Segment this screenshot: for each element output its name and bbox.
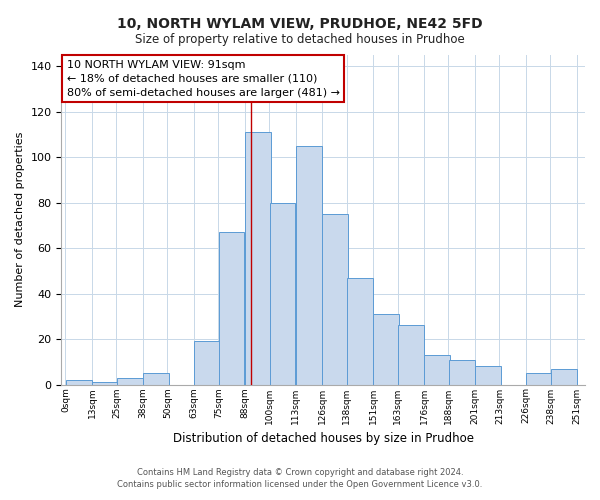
X-axis label: Distribution of detached houses by size in Prudhoe: Distribution of detached houses by size … [173, 432, 474, 445]
Bar [347, 278, 373, 384]
Bar [269, 202, 295, 384]
Bar [245, 132, 271, 384]
Bar [475, 366, 501, 384]
Text: Contains HM Land Registry data © Crown copyright and database right 2024.
Contai: Contains HM Land Registry data © Crown c… [118, 468, 482, 489]
Bar [218, 232, 244, 384]
Bar [296, 146, 322, 384]
Bar [551, 368, 577, 384]
Text: 10 NORTH WYLAM VIEW: 91sqm
← 18% of detached houses are smaller (110)
80% of sem: 10 NORTH WYLAM VIEW: 91sqm ← 18% of deta… [67, 60, 340, 98]
Bar [424, 355, 450, 384]
Bar [398, 326, 424, 384]
Bar [117, 378, 143, 384]
Bar [194, 342, 220, 384]
Bar [322, 214, 349, 384]
Bar [66, 380, 92, 384]
Bar [143, 373, 169, 384]
Text: Size of property relative to detached houses in Prudhoe: Size of property relative to detached ho… [135, 32, 465, 46]
Text: 10, NORTH WYLAM VIEW, PRUDHOE, NE42 5FD: 10, NORTH WYLAM VIEW, PRUDHOE, NE42 5FD [117, 18, 483, 32]
Bar [373, 314, 399, 384]
Bar [449, 360, 475, 384]
Bar [526, 373, 552, 384]
Y-axis label: Number of detached properties: Number of detached properties [15, 132, 25, 308]
Bar [92, 382, 118, 384]
